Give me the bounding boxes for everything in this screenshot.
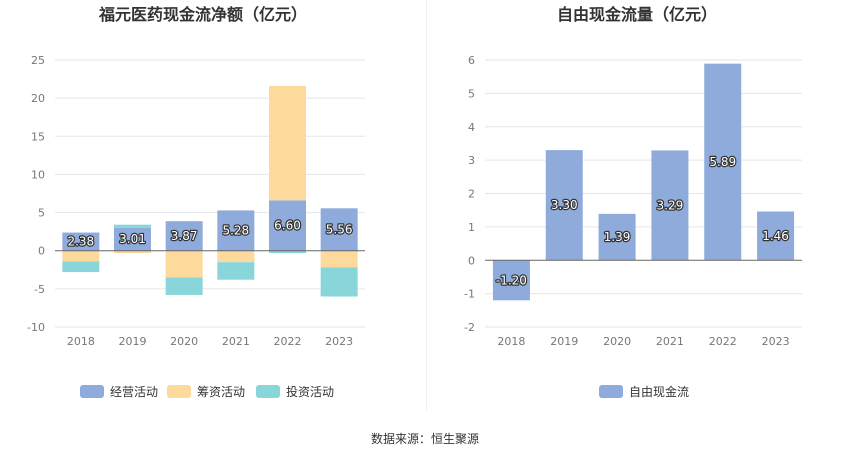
- chart1-legend-swatch: [256, 385, 280, 398]
- chart2-y-tick-label: -2: [464, 321, 475, 334]
- chart1-bar-筹资活动-2020: [165, 250, 203, 278]
- chart2-bar-自由现金流-2021: [651, 150, 689, 261]
- chart1-bar-筹资活动-2022: [269, 85, 306, 201]
- chart2-y-tick-label: 2: [468, 188, 475, 201]
- chart2-y-tick-label: 0: [468, 254, 475, 267]
- chart1-bar-投资活动-2021: [217, 262, 255, 280]
- chart1-legend-label: 经营活动: [110, 385, 158, 399]
- chart1-legend-swatch: [80, 385, 104, 398]
- chart2-x-tick-label: 2018: [497, 335, 525, 348]
- chart1-x-tick-label: 2022: [274, 335, 302, 348]
- chart2-y-tick-label: 4: [468, 121, 475, 134]
- chart1-y-tick-label: 10: [31, 168, 45, 181]
- chart2-title: 自由现金流量（亿元）: [557, 5, 717, 24]
- chart1-data-label: 5.28: [222, 224, 249, 238]
- chart2-data-label: 1.39: [604, 230, 631, 244]
- chart2-data-label: -1.20: [496, 273, 527, 287]
- chart1-y-tick-label: 0: [38, 245, 45, 258]
- chart1-data-label: 2.38: [67, 235, 94, 249]
- chart1-title: 福元医药现金流净额（亿元）: [98, 5, 307, 24]
- chart1-y-tick-label: 5: [38, 207, 45, 220]
- chart1-bar-筹资活动-2021: [217, 250, 255, 263]
- chart1-legend-label: 投资活动: [286, 384, 334, 399]
- chart1-bar-经营活动-2022: [269, 200, 306, 251]
- chart2-x-tick-label: 2022: [709, 335, 737, 348]
- chart1-y-tick-label: 15: [31, 130, 45, 143]
- chart1-x-tick-label: 2023: [325, 335, 353, 348]
- chart2-data-label: 5.89: [709, 155, 736, 169]
- chart1-bar-筹资活动-2018: [62, 250, 100, 262]
- chart1-data-label: 3.01: [119, 232, 146, 246]
- chart1-x-tick-label: 2020: [170, 335, 198, 348]
- chart2-bar-自由现金流-2023: [757, 211, 795, 261]
- panel-divider: [426, 0, 427, 410]
- chart2-bar-自由现金流-2018: [492, 260, 530, 301]
- chart2-data-label: 3.30: [551, 198, 578, 212]
- chart2-y-tick-label: 5: [468, 87, 475, 100]
- chart2-data-label: 1.46: [762, 229, 789, 243]
- chart1-y-tick-label: 25: [31, 54, 45, 67]
- chart1-bar-投资活动-2022: [269, 250, 306, 254]
- chart1-data-label: 3.87: [171, 229, 198, 243]
- chart1-bar-筹资活动-2023: [320, 250, 358, 268]
- chart1-bar-经营活动-2018: [62, 232, 100, 251]
- chart1-bar-经营活动-2019: [114, 227, 151, 251]
- chart2-data-label: 3.29: [657, 198, 684, 212]
- chart1-x-tick-label: 2019: [119, 335, 147, 348]
- chart1-bar-投资活动-2018: [62, 261, 100, 273]
- chart1-data-label: 6.60: [274, 219, 301, 233]
- chart2-x-tick-label: 2021: [656, 335, 684, 348]
- data-source-note: 数据来源：恒生聚源: [370, 432, 479, 446]
- chart1-bar-投资活动-2019: [114, 224, 151, 228]
- chart1-bar-经营活动-2023: [320, 208, 358, 251]
- chart1-y-tick-label: -10: [27, 321, 45, 334]
- chart1-bar-投资活动-2020: [165, 277, 203, 295]
- chart1-data-label: 5.56: [326, 223, 353, 237]
- chart1-bar-筹资活动-2019: [114, 250, 151, 254]
- chart1-bar-经营活动-2020: [165, 221, 203, 251]
- chart2-x-tick-label: 2020: [603, 335, 631, 348]
- chart1-y-tick-label: 20: [31, 92, 45, 105]
- chart2-legend-swatch: [599, 385, 623, 398]
- chart2-x-tick-label: 2023: [762, 335, 790, 348]
- chart1-bar-投资活动-2023: [320, 267, 358, 297]
- chart2-y-tick-label: 1: [468, 221, 475, 234]
- chart1-x-tick-label: 2021: [222, 335, 250, 348]
- chart2-legend-label: 自由现金流: [629, 384, 689, 399]
- chart2-y-tick-label: 6: [468, 54, 475, 67]
- chart2-x-tick-label: 2019: [550, 335, 578, 348]
- chart1-x-tick-label: 2018: [67, 335, 95, 348]
- chart2-y-tick-label: 3: [468, 154, 475, 167]
- chart2-bar-自由现金流-2022: [704, 63, 742, 261]
- chart1-bar-经营活动-2021: [217, 210, 255, 251]
- chart1-legend-swatch: [167, 385, 191, 398]
- chart1-legend-label: 筹资活动: [197, 385, 245, 399]
- chart2-bar-自由现金流-2020: [598, 213, 636, 261]
- chart2-bar-自由现金流-2019: [545, 150, 583, 261]
- chart2-y-tick-label: -1: [464, 288, 475, 301]
- chart1-y-tick-label: -5: [34, 283, 45, 296]
